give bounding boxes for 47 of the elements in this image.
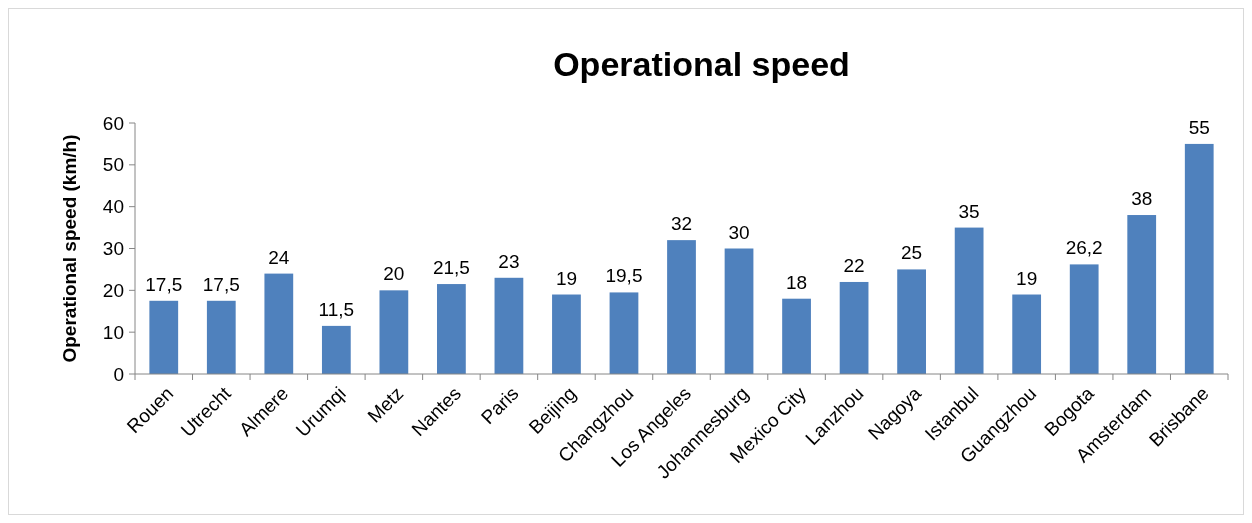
data-label: 30 bbox=[728, 221, 750, 243]
y-axis-title: Operational speed (km/h) bbox=[59, 134, 80, 363]
y-tick-label: 40 bbox=[102, 196, 124, 218]
data-label: 19 bbox=[555, 267, 578, 289]
bar bbox=[494, 277, 524, 374]
bar bbox=[1069, 264, 1099, 374]
bar bbox=[437, 284, 466, 374]
data-label: 17,5 bbox=[145, 273, 183, 295]
bar bbox=[379, 290, 409, 374]
bar bbox=[1184, 143, 1214, 374]
bar bbox=[206, 300, 236, 374]
data-label: 23 bbox=[498, 250, 520, 272]
data-label: 24 bbox=[268, 246, 290, 268]
data-label: 21,5 bbox=[432, 257, 470, 279]
data-label: 18 bbox=[785, 271, 808, 293]
data-label: 19,5 bbox=[605, 265, 643, 287]
data-label: 20 bbox=[383, 263, 405, 285]
bar bbox=[954, 227, 984, 374]
y-tick-label: 50 bbox=[102, 154, 124, 176]
data-label: 26,2 bbox=[1065, 237, 1103, 259]
data-label: 32 bbox=[670, 213, 693, 235]
bar bbox=[839, 281, 869, 374]
data-label: 25 bbox=[901, 242, 923, 264]
bar bbox=[1012, 294, 1042, 374]
y-tick-label: 60 bbox=[102, 112, 124, 134]
data-label: 55 bbox=[1188, 116, 1210, 138]
y-tick-label: 10 bbox=[102, 321, 124, 343]
data-label: 22 bbox=[843, 254, 865, 276]
bar bbox=[782, 298, 811, 374]
bar bbox=[321, 325, 351, 374]
bar bbox=[552, 294, 581, 374]
y-tick-label: 30 bbox=[102, 238, 124, 260]
bar bbox=[1127, 215, 1157, 374]
y-tick-label: 20 bbox=[102, 279, 124, 301]
bar bbox=[609, 292, 639, 374]
bar bbox=[897, 269, 926, 374]
bar bbox=[724, 248, 754, 374]
bar bbox=[667, 240, 696, 374]
data-label: 38 bbox=[1131, 188, 1153, 210]
y-tick-label: 0 bbox=[113, 363, 124, 385]
bar bbox=[264, 273, 294, 374]
data-label: 17,5 bbox=[202, 273, 240, 295]
bar bbox=[149, 300, 179, 374]
data-label: 11,5 bbox=[318, 298, 355, 320]
chart-title: Operational speed bbox=[553, 45, 850, 83]
data-label: 35 bbox=[958, 200, 980, 222]
data-label: 19 bbox=[1016, 267, 1038, 289]
